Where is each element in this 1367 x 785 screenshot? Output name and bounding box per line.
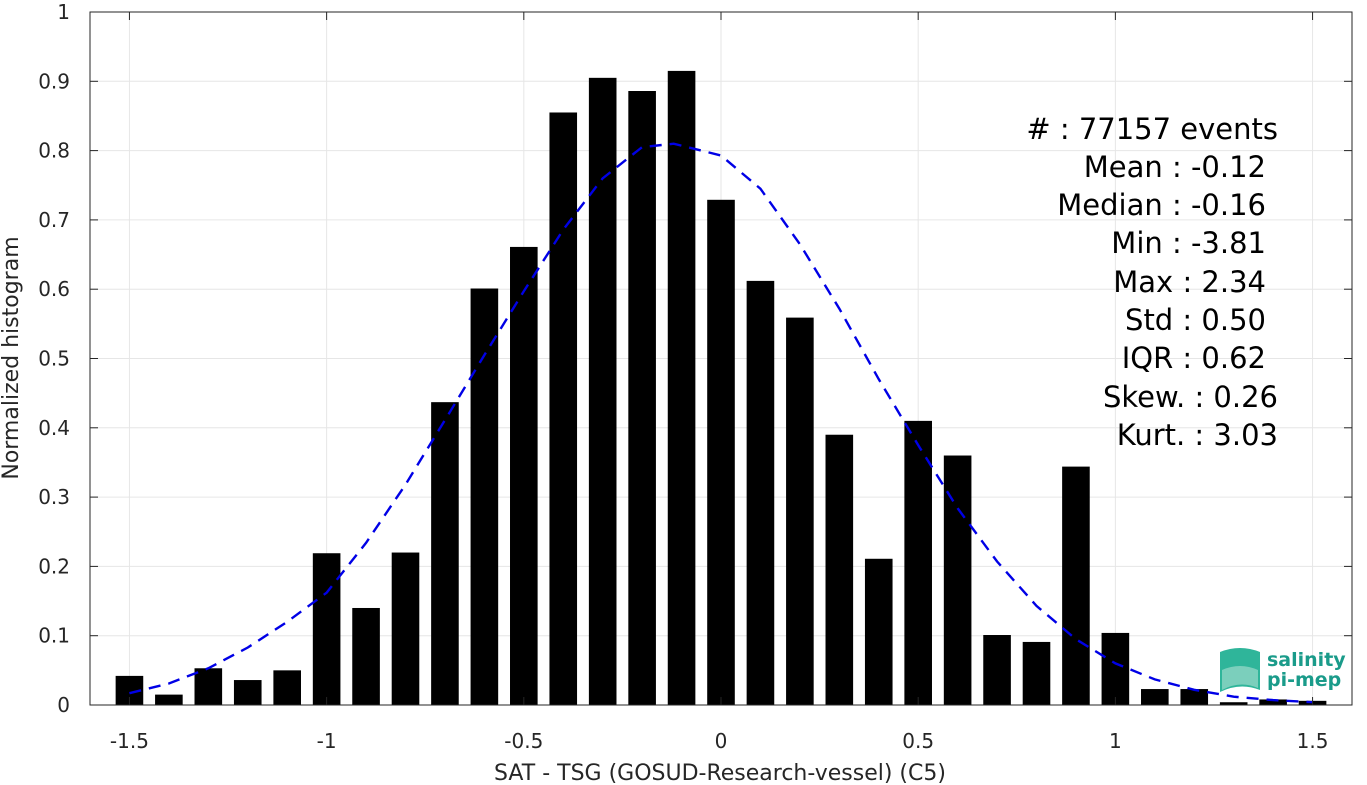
histogram-bar <box>746 280 775 705</box>
y-tick-labels: 0 0.1 0.2 0.3 0.4 0.5 0.6 0.7 0.8 0.9 1 <box>38 0 70 717</box>
gaussian-fit-curve <box>129 142 1313 704</box>
histogram-bar <box>470 288 499 705</box>
histogram-bar <box>983 635 1011 705</box>
stat-line: Skew. : 0.26 <box>1103 380 1278 414</box>
stat-line: # : 77157 events <box>1026 112 1278 146</box>
histogram-bar <box>1180 689 1209 705</box>
histogram-bar <box>825 434 854 705</box>
logo-line-1: salinity <box>1267 649 1346 671</box>
x-tick-labels: -1.5 -1 -0.5 0 0.5 1 1.5 <box>110 729 1329 753</box>
logo-wave-icon-shade <box>1222 666 1258 690</box>
y-tick-label: 0.8 <box>38 139 70 163</box>
y-tick-label: 0.9 <box>38 69 70 93</box>
histogram-bar <box>510 246 538 705</box>
stat-line: Median : -0.16 <box>1057 188 1266 222</box>
y-tick-label: 0.5 <box>38 347 70 371</box>
stat-line: Min : -3.81 <box>1111 226 1266 260</box>
x-axis-label: SAT - TSG (GOSUD-Research-vessel) (C5) <box>494 761 946 785</box>
x-tick-label: -1.5 <box>110 729 149 753</box>
histogram-bar <box>667 70 696 705</box>
stat-line: Max : 2.34 <box>1113 265 1266 299</box>
histogram-bar <box>233 680 262 705</box>
histogram-bar <box>391 552 420 705</box>
histogram-bar <box>549 112 578 706</box>
stat-line: Mean : -0.12 <box>1084 150 1266 184</box>
y-tick-label: 0.1 <box>38 624 70 648</box>
y-tick-label: 0.7 <box>38 208 70 232</box>
histogram-bar <box>155 694 183 705</box>
histogram-bar <box>312 553 341 705</box>
histogram-bar <box>431 402 459 705</box>
y-tick-label: 0.2 <box>38 554 70 578</box>
statistics-annotation: # : 77157 events Mean : -0.12 Median : -0.… <box>1026 112 1278 452</box>
stat-line: Std : 0.50 <box>1125 303 1266 337</box>
x-tick-label: -1 <box>317 729 337 753</box>
stat-line: IQR : 0.62 <box>1122 341 1266 375</box>
y-tick-label: 0.3 <box>38 485 70 509</box>
x-tick-label: 1 <box>1109 729 1122 753</box>
histogram-bar <box>1259 699 1287 705</box>
histogram-bar <box>904 420 932 705</box>
histogram-bar <box>1141 689 1169 705</box>
y-tick-label: 0 <box>57 693 70 717</box>
histogram-bar <box>1062 466 1090 705</box>
histogram-bar <box>588 77 617 705</box>
y-tick-label: 0.4 <box>38 416 70 440</box>
x-tick-label: 0.5 <box>902 729 934 753</box>
histogram-bar <box>943 455 972 705</box>
histogram-bar <box>352 607 380 705</box>
x-tick-label: -0.5 <box>504 729 543 753</box>
histogram-bar <box>628 91 656 705</box>
x-tick-label: 1.5 <box>1297 729 1329 753</box>
axis-ticks <box>90 11 1352 706</box>
histogram-bar <box>864 558 893 705</box>
y-tick-label: 0.6 <box>38 277 70 301</box>
histogram-bar <box>1219 702 1248 705</box>
histogram-bar <box>273 670 301 705</box>
x-tick-label: 0 <box>715 729 728 753</box>
histogram-bar <box>707 199 735 706</box>
logo-line-2: pi-mep <box>1267 669 1341 691</box>
salinity-pi-mep-logo: salinity pi-mep <box>1220 648 1346 692</box>
histogram-bar <box>786 317 814 705</box>
histogram-bar <box>1101 632 1130 705</box>
stat-line: Kurt. : 3.03 <box>1117 418 1278 452</box>
y-tick-label: 1 <box>57 0 70 24</box>
y-axis-label: Normalized histogram <box>0 236 24 479</box>
histogram-bar <box>194 668 223 705</box>
histogram-bar <box>1022 641 1051 705</box>
